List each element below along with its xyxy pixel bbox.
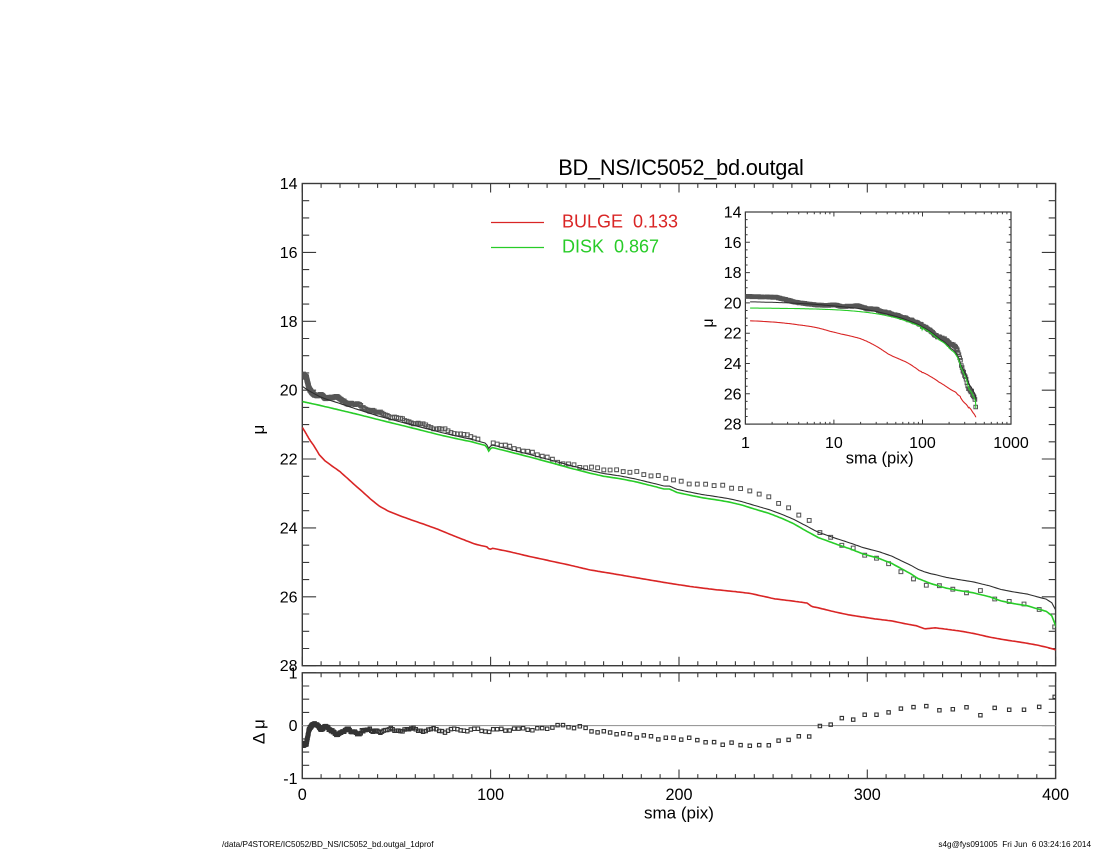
svg-text:1: 1 [741,435,750,452]
svg-text:μ: μ [700,318,717,327]
svg-text:sma (pix): sma (pix) [846,450,914,468]
svg-text:100: 100 [909,435,936,452]
svg-text:Δ μ: Δ μ [250,719,269,744]
svg-text:0: 0 [298,786,307,804]
svg-text:14: 14 [280,176,298,193]
svg-text:200: 200 [665,786,692,804]
svg-text:1000: 1000 [993,435,1029,452]
svg-text:300: 300 [854,786,881,804]
svg-text:26: 26 [280,589,298,606]
svg-text:s4g@fys091005 Fri Jun 6 03:2: s4g@fys091005 Fri Jun 6 03:24:16 2014 [938,840,1091,849]
svg-text:28: 28 [724,417,742,434]
svg-text:26: 26 [724,386,742,403]
svg-text:0: 0 [289,718,298,735]
svg-text:sma (pix): sma (pix) [644,804,714,823]
svg-text:14: 14 [724,205,742,222]
svg-text:20: 20 [280,383,298,400]
svg-text:BULGE 0.133: BULGE 0.133 [562,212,678,232]
svg-text:BD_NS/IC5052_bd.outgal: BD_NS/IC5052_bd.outgal [558,155,803,180]
svg-text:-1: -1 [283,771,297,788]
svg-text:18: 18 [280,314,298,331]
svg-text:DISK 0.867: DISK 0.867 [562,237,659,257]
svg-text:18: 18 [724,265,742,282]
svg-text:16: 16 [280,245,298,262]
svg-text:400: 400 [1042,786,1069,804]
svg-text:μ: μ [249,425,268,435]
svg-text:22: 22 [280,452,298,469]
svg-text:22: 22 [724,326,742,343]
svg-text:16: 16 [724,235,742,252]
svg-text:/data/P4STORE/IC5052/BD_NS/IC5: /data/P4STORE/IC5052/BD_NS/IC5052_bd.out… [222,840,434,849]
svg-text:1: 1 [289,665,298,682]
svg-text:20: 20 [724,295,742,312]
svg-text:24: 24 [280,520,298,537]
svg-text:100: 100 [477,786,504,804]
svg-text:28: 28 [280,658,298,675]
svg-text:24: 24 [724,356,742,373]
svg-text:10: 10 [825,435,843,452]
